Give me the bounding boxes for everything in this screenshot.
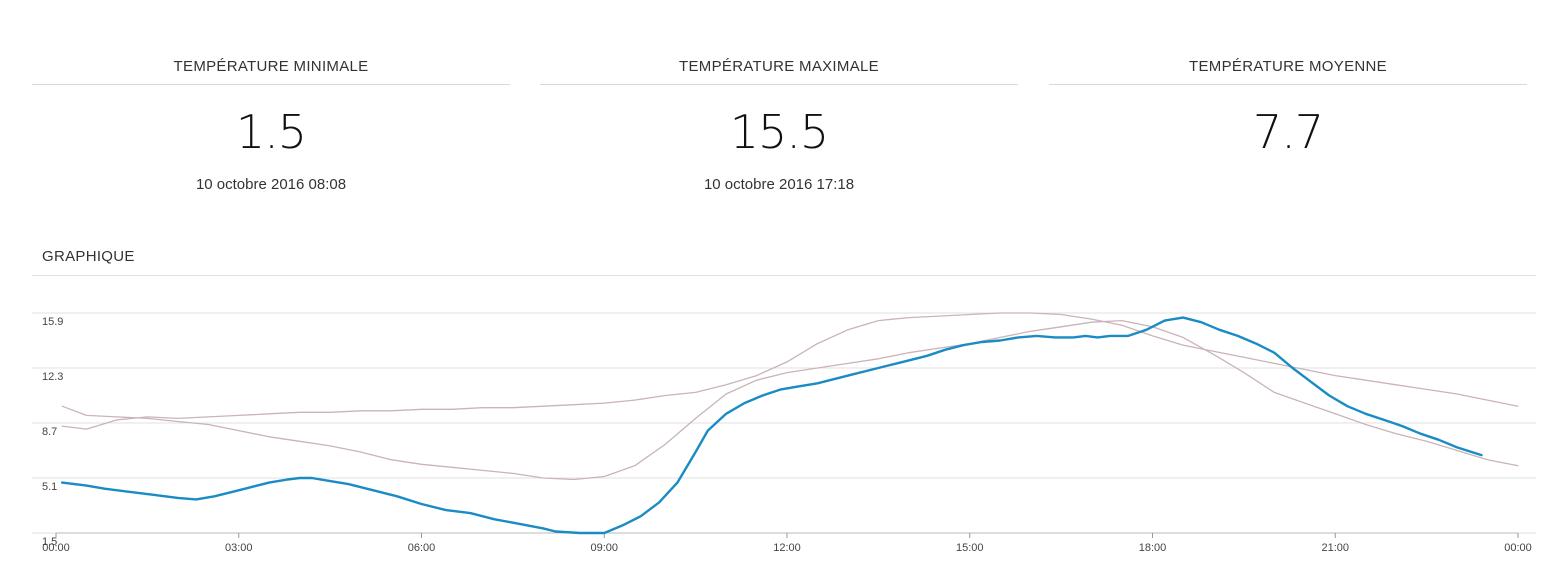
stat-min-date: 10 octobre 2016 08:08 xyxy=(195,176,347,193)
x-tick-label: 12:00 xyxy=(773,542,801,554)
stat-max-temperature: TEMPÉRATURE MAXIMALE 15.5 10 octobre 201… xyxy=(540,0,1018,200)
stat-avg-divider xyxy=(1049,84,1527,85)
series-line-reference-2 xyxy=(61,312,1519,430)
stat-max-title: TEMPÉRATURE MAXIMALE xyxy=(679,58,879,75)
chart-series xyxy=(60,312,1519,535)
y-tick-label: 1.5 xyxy=(42,536,57,548)
stat-min-temperature: TEMPÉRATURE MINIMALE 1.5 10 octobre 2016… xyxy=(32,0,510,200)
x-tick-label: 21:00 xyxy=(1321,542,1349,554)
series-line-main xyxy=(60,316,1483,535)
x-tick-label: 06:00 xyxy=(408,542,436,554)
chart-axes: 1.5 5.1 8.7 12.3 15.9 00:00 03:00 06:00 09:00 12:… xyxy=(42,316,1532,554)
x-tick-label: 18:00 xyxy=(1139,542,1167,554)
stat-avg-temperature: TEMPÉRATURE MOYENNE 7.7 xyxy=(1049,0,1527,200)
stat-min-title: TEMPÉRATURE MINIMALE xyxy=(173,58,369,75)
stat-max-value: 15.5 xyxy=(729,105,829,159)
y-tick-label: 15.9 xyxy=(42,316,63,328)
stat-avg-title: TEMPÉRATURE MOYENNE xyxy=(1189,58,1387,75)
section-divider xyxy=(32,275,1536,276)
series-line-reference-1 xyxy=(61,319,1519,481)
section-title: GRAPHIQUE xyxy=(42,248,135,265)
x-tick-label: 15:00 xyxy=(956,542,984,554)
x-tick-label: 09:00 xyxy=(590,542,618,554)
stat-min-value: 1.5 xyxy=(235,105,307,159)
y-tick-label: 5.1 xyxy=(42,481,57,493)
stat-max-divider xyxy=(540,84,1018,85)
y-tick-label: 12.3 xyxy=(42,371,63,383)
x-tick-label: 03:00 xyxy=(225,542,253,554)
stat-min-divider xyxy=(32,84,510,85)
y-tick-label: 8.7 xyxy=(42,426,57,438)
x-tick-label: 00:00 xyxy=(42,542,70,554)
stat-avg-value: 7.7 xyxy=(1252,105,1324,159)
chart-grid xyxy=(32,312,1536,534)
x-tick-label: 00:00 xyxy=(1504,542,1532,554)
stat-max-date: 10 octobre 2016 17:18 xyxy=(703,176,855,193)
